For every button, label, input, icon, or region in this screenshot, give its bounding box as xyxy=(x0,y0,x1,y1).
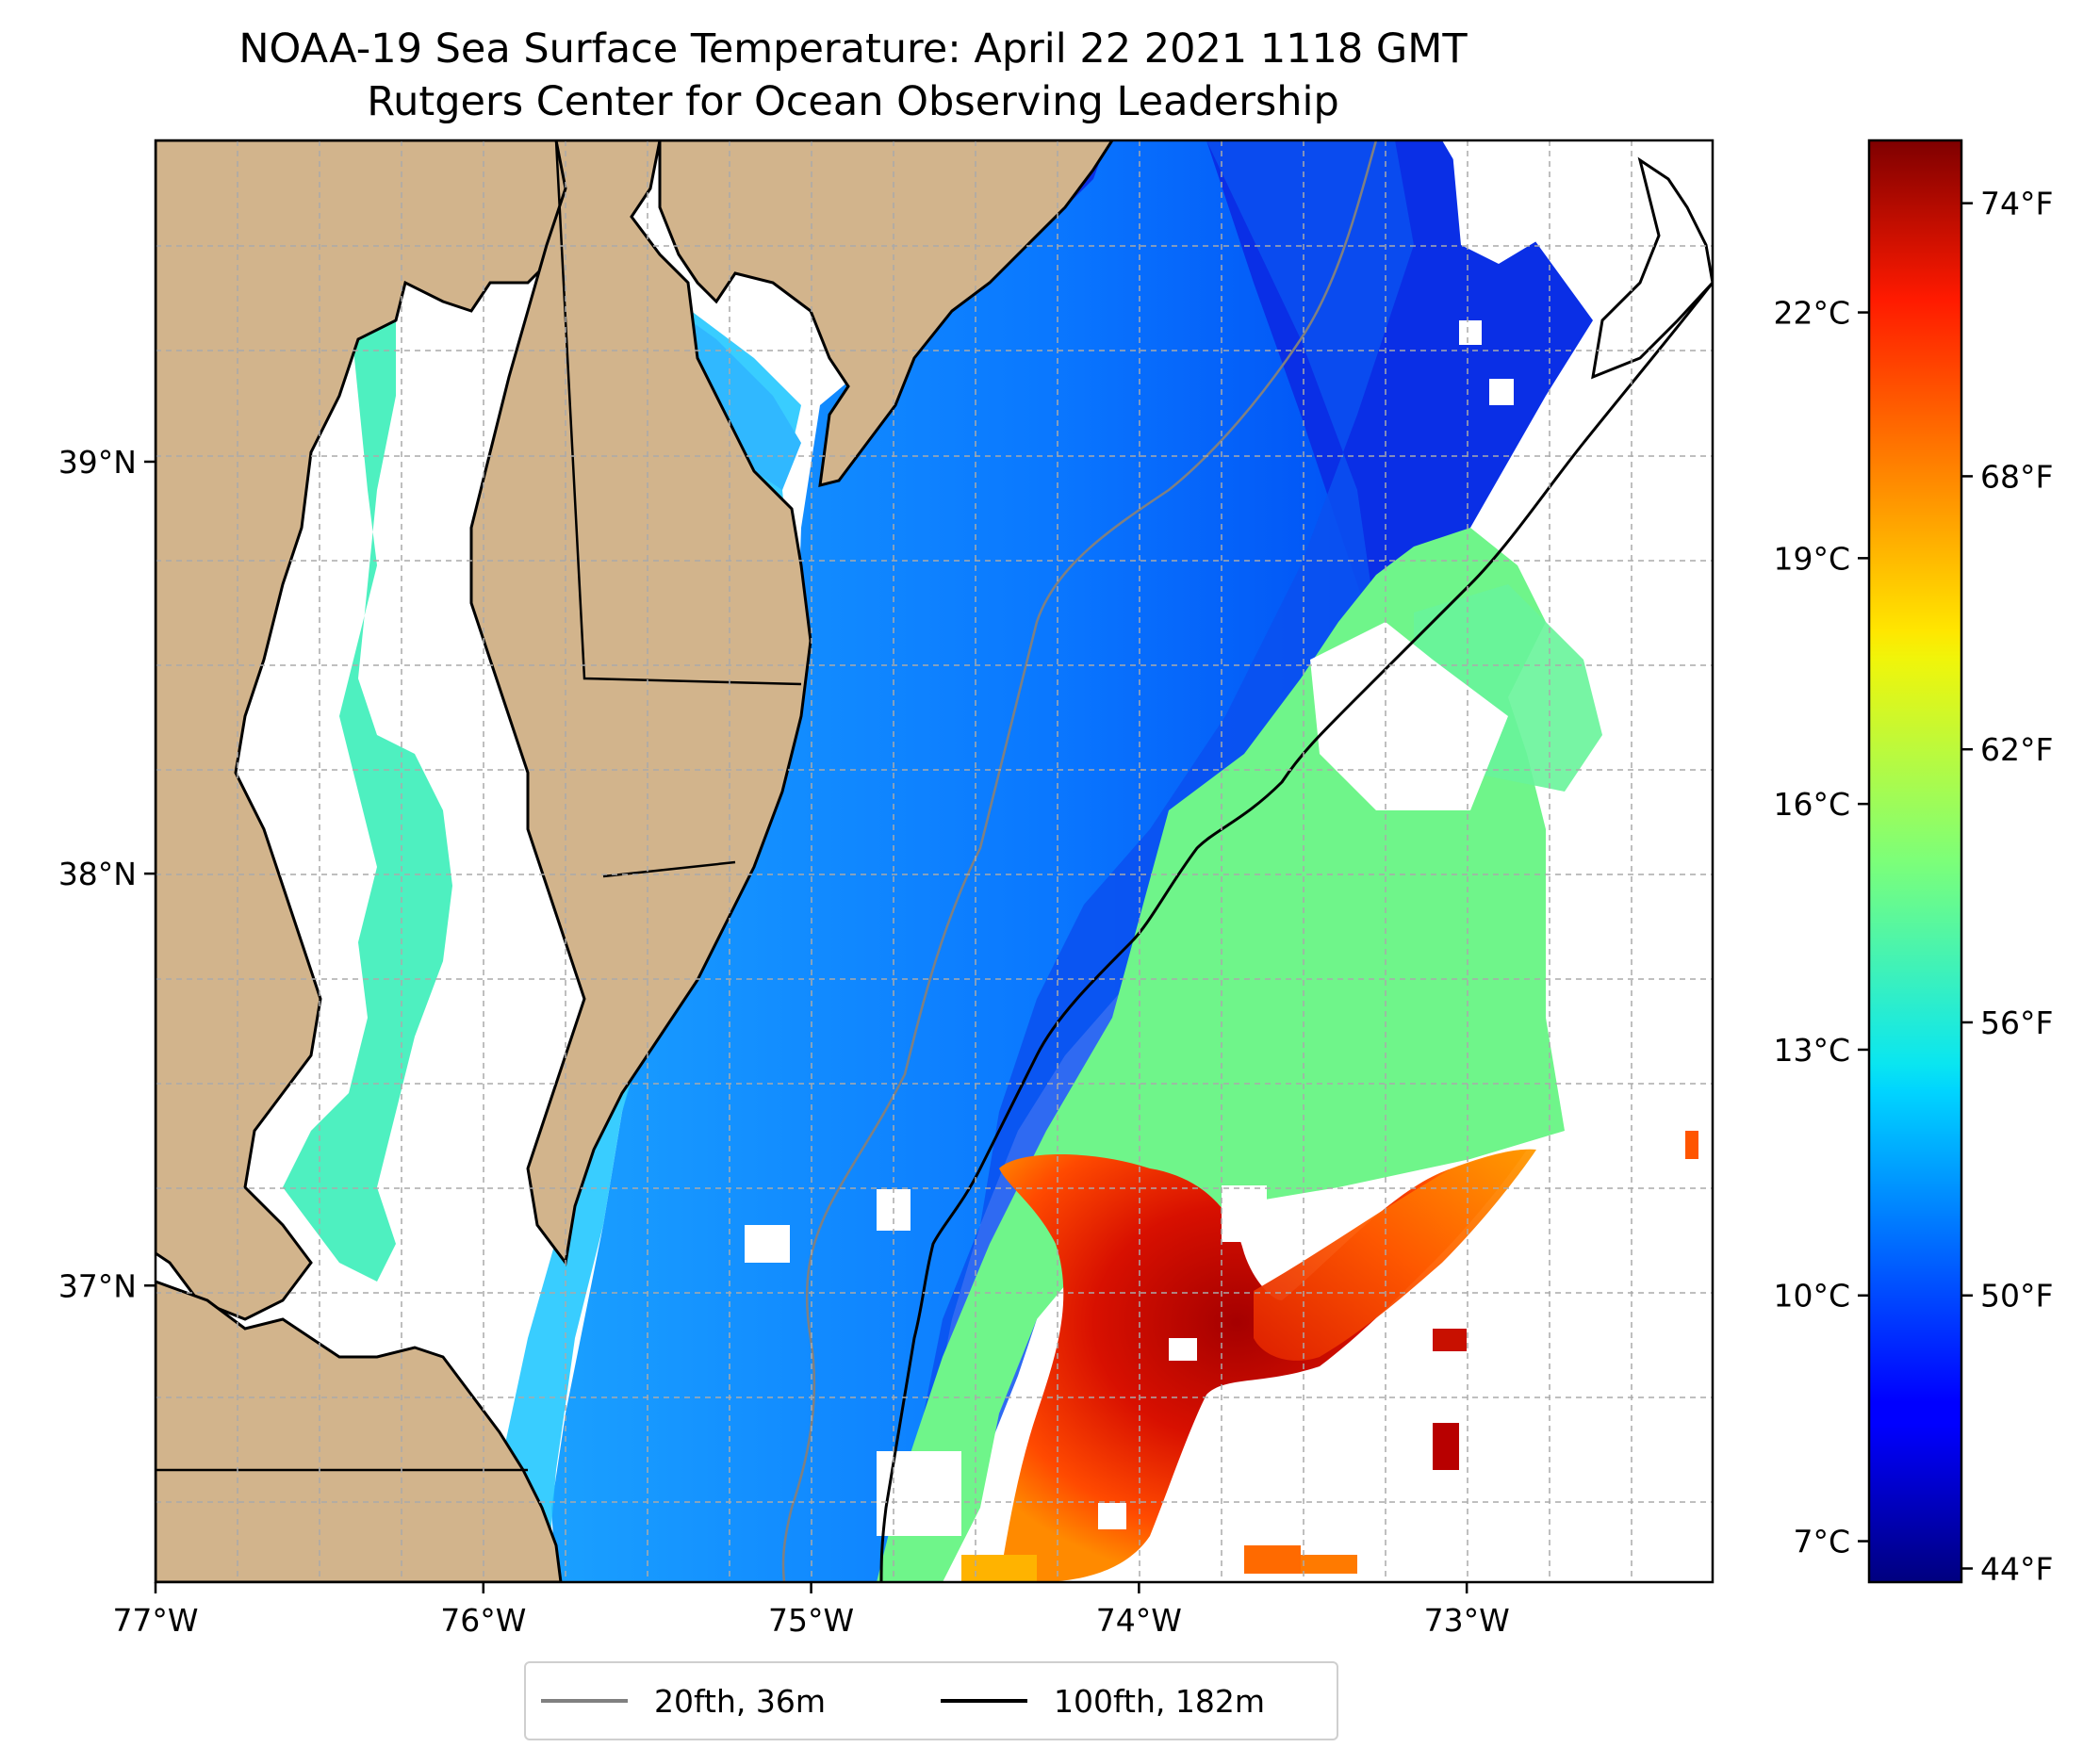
lon-tick-label: 77°W xyxy=(112,1602,198,1639)
map-title-line-2: Rutgers Center for Ocean Observing Leade… xyxy=(367,78,1339,125)
latitude-axis: 39°N 38°N 37°N xyxy=(58,444,156,1304)
warm-patch xyxy=(961,1555,1037,1582)
celsius-tick-label: 7°C xyxy=(1793,1524,1850,1560)
cloud-gap xyxy=(1489,379,1514,405)
celsius-tick-label: 19°C xyxy=(1773,540,1850,577)
colorbar-fahrenheit-axis: 44°F 50°F 56°F 62°F 68°F 74°F xyxy=(1961,186,2053,1588)
legend-label-20fth: 20fth, 36m xyxy=(654,1682,826,1720)
cloud-gap xyxy=(877,1451,961,1536)
land-west-shore xyxy=(156,140,567,1321)
lat-tick-label: 39°N xyxy=(58,444,137,481)
land-long-island xyxy=(1591,156,1713,380)
cloud-gap xyxy=(1310,622,1508,810)
coastal-cyan-water xyxy=(490,302,801,1582)
lon-tick-label: 75°W xyxy=(768,1602,854,1639)
fahrenheit-tick-label: 50°F xyxy=(1980,1278,2053,1315)
lat-tick-label: 37°N xyxy=(58,1267,137,1304)
celsius-tick-label: 10°C xyxy=(1773,1278,1850,1315)
cloud-gap xyxy=(1169,1338,1197,1361)
map-frame xyxy=(154,139,1714,1584)
land-delmarva xyxy=(469,140,812,1266)
warm-arm-east xyxy=(1254,1149,1536,1361)
celsius-tick-label: 16°C xyxy=(1773,786,1850,823)
warm-patch xyxy=(1685,1131,1698,1159)
celsius-tick-label: 22°C xyxy=(1773,295,1850,332)
gridlines xyxy=(156,140,1713,1582)
fahrenheit-tick-label: 44°F xyxy=(1980,1551,2053,1588)
legend-item-100fth: 100fth, 182m xyxy=(941,1663,1265,1739)
warm-patch xyxy=(1433,1329,1467,1351)
isobath-legend: 20fth, 36m 100fth, 182m xyxy=(524,1661,1338,1740)
isobath-100fth xyxy=(879,282,1713,1582)
chesapeake-bay-water xyxy=(283,302,452,1282)
cloud-gap xyxy=(1222,1185,1267,1242)
warm-patch xyxy=(1301,1555,1357,1574)
land-new-jersey xyxy=(658,140,1114,487)
map-area xyxy=(156,140,1713,1582)
fahrenheit-tick-label: 62°F xyxy=(1980,731,2053,768)
cloud-gap xyxy=(1459,320,1482,345)
cloud-gap xyxy=(745,1225,790,1263)
isobath-20fth xyxy=(781,140,1378,1582)
colorbar-gradient xyxy=(1869,140,1961,1582)
fahrenheit-tick-label: 68°F xyxy=(1980,458,2053,495)
land-south-shore xyxy=(156,1280,563,1582)
lon-tick-label: 76°W xyxy=(440,1602,526,1639)
legend-item-20fth: 20fth, 36m xyxy=(541,1663,826,1739)
cloud-gap xyxy=(1098,1503,1126,1529)
warm-patch xyxy=(1244,1545,1301,1574)
fahrenheit-tick-label: 56°F xyxy=(1980,1004,2053,1041)
shelf-water xyxy=(551,140,1376,1582)
lat-tick-label: 38°N xyxy=(58,856,137,892)
legend-swatch-100fth xyxy=(941,1699,1027,1703)
map-title-line-1: NOAA-19 Sea Surface Temperature: April 2… xyxy=(238,25,1468,73)
longitude-axis: 77°W 76°W 75°W 74°W 73°W xyxy=(112,1582,1510,1639)
fahrenheit-tick-label: 74°F xyxy=(1980,186,2053,222)
lon-tick-label: 73°W xyxy=(1424,1602,1510,1639)
lon-tick-label: 74°W xyxy=(1096,1602,1182,1639)
legend-swatch-20fth xyxy=(541,1699,628,1703)
cloud-gap xyxy=(1452,141,1546,264)
legend-label-100fth: 100fth, 182m xyxy=(1054,1682,1265,1720)
warm-patch xyxy=(1433,1423,1459,1470)
colorbar-frame xyxy=(1867,139,1963,1584)
colorbar-celsius-axis: 7°C 10°C 13°C 16°C 19°C 22°C xyxy=(1773,295,1869,1560)
celsius-tick-label: 13°C xyxy=(1773,1032,1850,1069)
